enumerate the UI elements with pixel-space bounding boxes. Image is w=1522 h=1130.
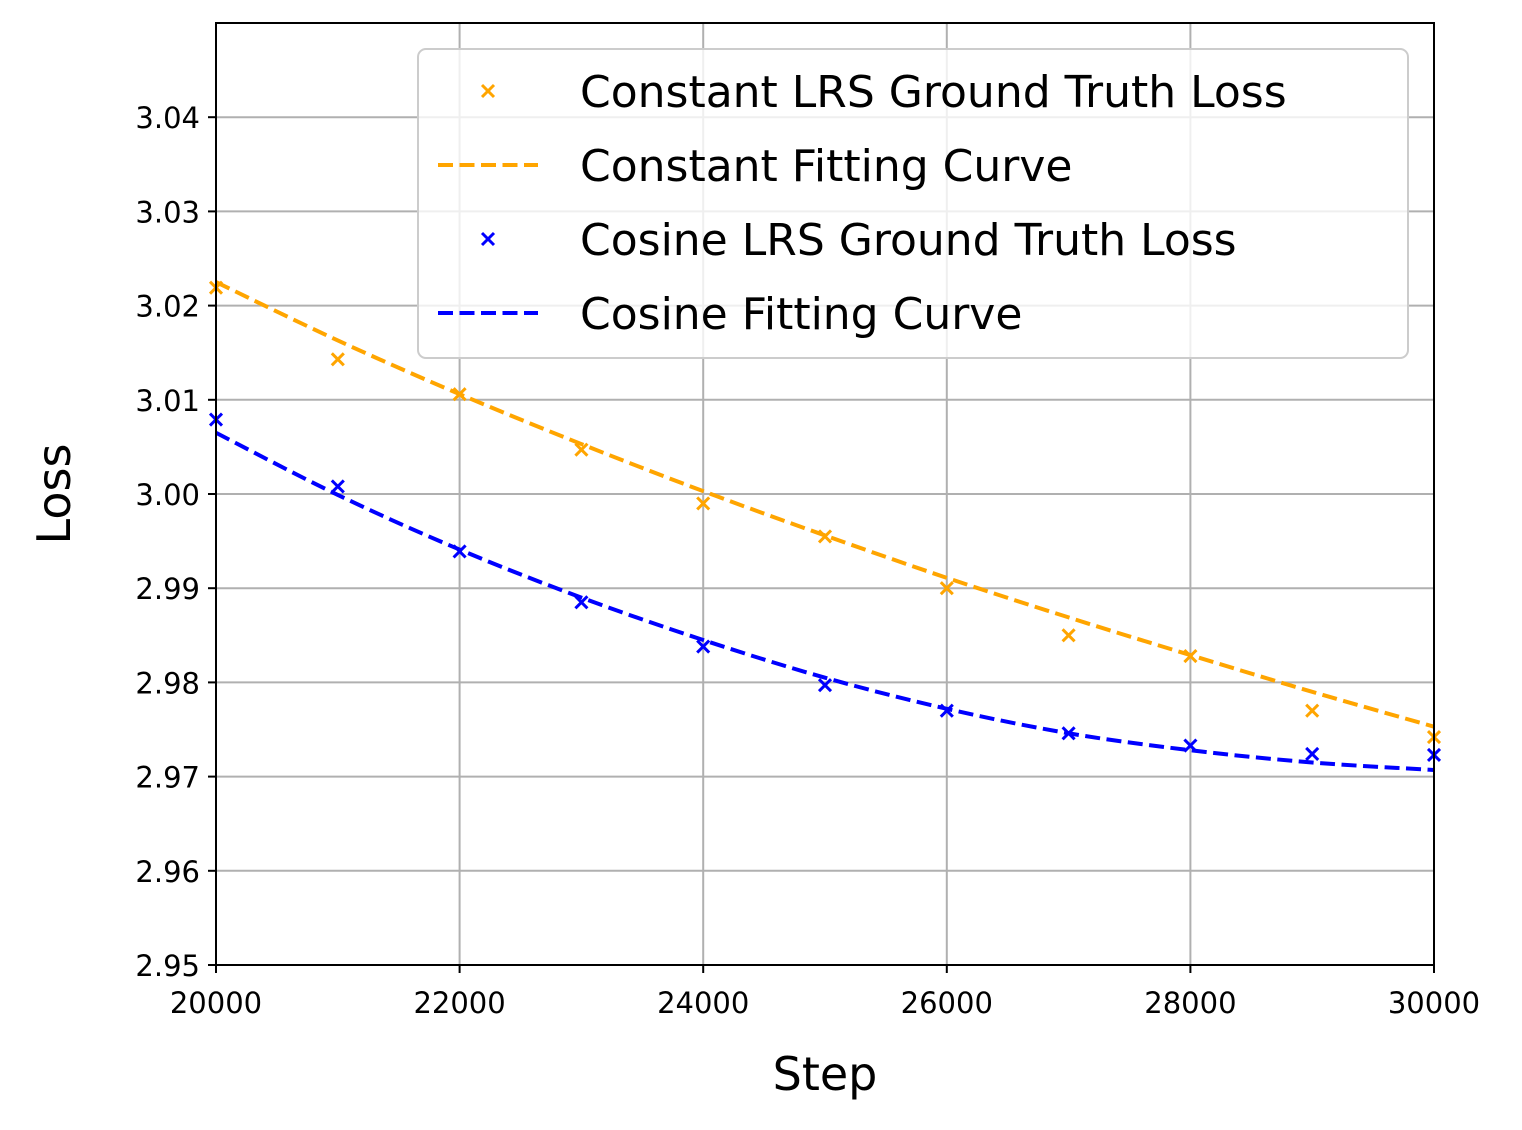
x-tick-label: 24000	[657, 986, 749, 1020]
y-axis-label: Loss	[27, 444, 81, 545]
x-tick-label: 30000	[1388, 986, 1480, 1020]
x-tick-label: 22000	[413, 986, 505, 1020]
y-tick-label: 2.95	[135, 949, 200, 983]
x-axis-label: Step	[773, 1047, 878, 1101]
y-tick-label: 2.96	[135, 855, 200, 889]
legend-label: Constant Fitting Curve	[580, 141, 1072, 192]
constant-lrs-ground-truth-loss-point	[330, 352, 345, 367]
cosine-lrs-ground-truth-loss-point	[574, 595, 589, 610]
cosine-lrs-ground-truth-loss-point	[1061, 726, 1076, 741]
legend-swatch-marker	[480, 83, 496, 99]
y-tick-label: 3.04	[135, 101, 200, 135]
cosine-lrs-ground-truth-loss-point	[1305, 746, 1320, 762]
series-layer	[208, 280, 1442, 773]
cosine-lrs-ground-truth-loss-point	[452, 544, 467, 559]
y-tick-label: 2.97	[135, 761, 200, 795]
constant-lrs-ground-truth-loss-point	[939, 581, 954, 596]
y-tick-label: 2.98	[135, 666, 200, 700]
constant-lrs-ground-truth-loss-point	[452, 387, 467, 402]
axis-ticks: 20000 22000 24000 26000 28000 30000 2.95 2.96 2.…	[135, 101, 1480, 1020]
legend: Constant LRS Ground Truth Loss Constant F…	[417, 48, 1409, 359]
legend-entry-constant-fitting-curve: Constant Fitting Curve	[438, 141, 1072, 192]
cosine-lrs-ground-truth-loss-point	[1183, 738, 1198, 753]
y-tick-label: 2.99	[135, 572, 200, 606]
constant-lrs-ground-truth-loss-point	[574, 442, 589, 457]
legend-box	[417, 48, 1409, 359]
constant-lrs-ground-truth-loss-point	[1183, 648, 1198, 664]
y-tick-label: 3.01	[135, 384, 200, 418]
legend-label: Cosine Fitting Curve	[580, 289, 1022, 340]
y-tick-label: 3.03	[135, 195, 200, 229]
legend-entry-cosine-lrs-ground-truth-loss: Cosine LRS Ground Truth Loss	[480, 215, 1237, 266]
legend-label: Constant LRS Ground Truth Loss	[580, 67, 1287, 118]
cosine-lrs-ground-truth-loss-point	[696, 639, 711, 654]
constant-lrs-ground-truth-loss-point	[696, 496, 711, 511]
constant-lrs-ground-truth-loss-point	[1305, 703, 1320, 718]
x-tick-label: 28000	[1144, 986, 1236, 1020]
legend-entry-cosine-fitting-curve: Cosine Fitting Curve	[438, 289, 1022, 340]
constant-fitting-curve-line	[215, 280, 1435, 729]
cosine-lrs-ground-truth-loss-point	[817, 678, 833, 693]
constant-lrs-ground-truth-loss-point	[1061, 628, 1076, 643]
y-tick-label: 3.02	[135, 290, 200, 324]
x-tick-label: 20000	[170, 986, 262, 1020]
cosine-lrs-ground-truth-loss-point	[330, 479, 345, 494]
x-tick-label: 26000	[901, 986, 993, 1020]
cosine-fitting-curve-line	[215, 430, 1435, 773]
legend-entry-constant-lrs-ground-truth-loss: Constant LRS Ground Truth Loss	[480, 67, 1287, 118]
constant-lrs-ground-truth-loss-point	[817, 529, 833, 544]
cosine-lrs-ground-truth-loss-point	[939, 703, 954, 718]
y-tick-label: 3.00	[135, 478, 200, 512]
legend-swatch-marker	[480, 231, 496, 247]
legend-label: Cosine LRS Ground Truth Loss	[580, 215, 1237, 266]
